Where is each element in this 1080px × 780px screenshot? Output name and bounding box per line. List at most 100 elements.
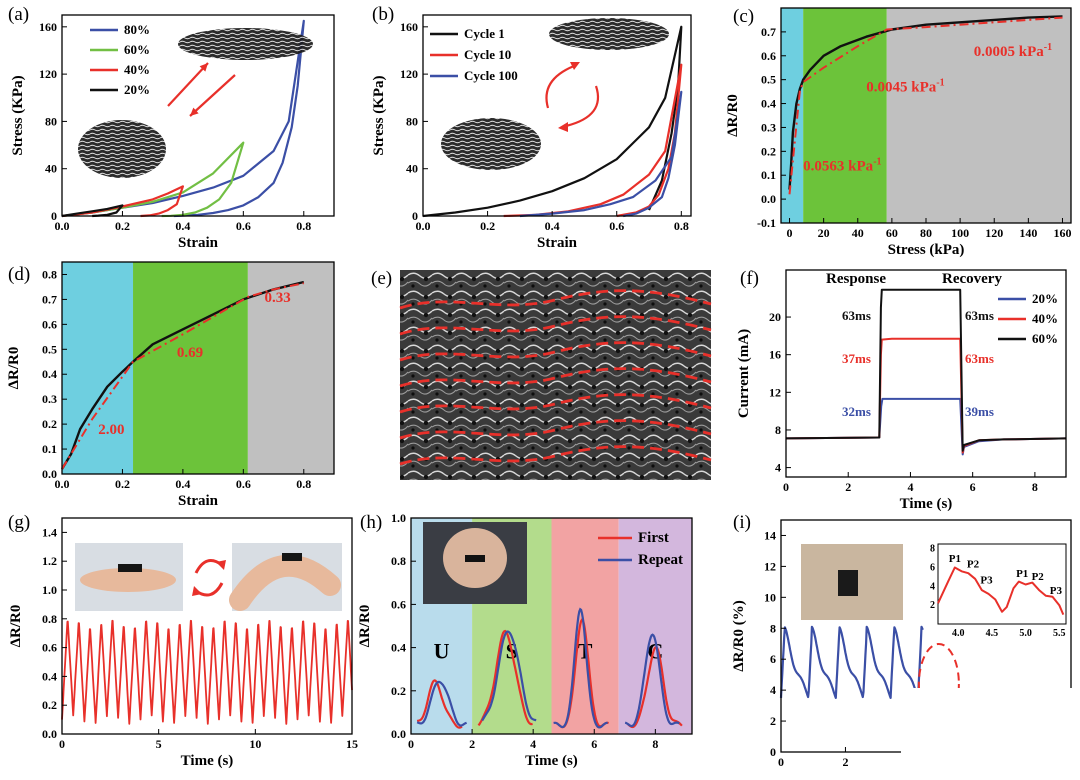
- plot-frame: [61, 517, 353, 735]
- x-tick-label: 100: [951, 226, 969, 240]
- series-fit: [61, 282, 305, 470]
- arc-down: [565, 85, 600, 128]
- x-tick-label: 2: [842, 755, 848, 769]
- x-tick-label: 120: [985, 226, 1003, 240]
- x-tick-label: 40: [852, 226, 864, 240]
- panel-label-g: (g): [8, 512, 30, 533]
- sample-body: [178, 28, 313, 60]
- region-0: [62, 262, 134, 474]
- y-axis-label: ΔR/R0 (%): [731, 600, 747, 671]
- relaxed-sample-icon: [78, 120, 166, 178]
- legend-entry: 80%: [124, 22, 150, 37]
- slope-sup: -1: [873, 156, 881, 167]
- peak-label-P1: P1: [949, 553, 961, 565]
- sensor: [838, 570, 858, 596]
- compress-arrow: [167, 62, 209, 107]
- peak-label-P2: P2: [1032, 571, 1045, 583]
- peak-label-P3: P3: [980, 575, 993, 587]
- sem-image: (e): [371, 268, 712, 480]
- finger: [80, 568, 176, 592]
- arrow-head: [190, 107, 199, 116]
- y-axis-label: Stress (KPa): [10, 75, 26, 155]
- y-tick-label: 0.1: [42, 442, 57, 456]
- series-20%: [785, 397, 1067, 456]
- x-tick-label: 8: [1032, 480, 1038, 494]
- x-tick-label: 60: [886, 226, 898, 240]
- y-tick-label: 0.4: [42, 669, 57, 683]
- y-tick-label: 16: [769, 348, 781, 362]
- y-tick-label: -0.1: [757, 216, 776, 230]
- legend-entry: 40%: [1032, 311, 1058, 326]
- series-80%: [61, 19, 305, 218]
- series-Repeat: [416, 607, 680, 729]
- time-label-1: 63ms: [965, 308, 994, 323]
- sem-texture: [400, 270, 711, 480]
- region-2: [886, 8, 1071, 223]
- y-tick-label: 160: [400, 20, 418, 34]
- series-First: [416, 618, 683, 729]
- y-tick-label: 80: [45, 114, 57, 128]
- plot-frame: [422, 14, 692, 217]
- slope-label-0: 2.00: [98, 422, 124, 438]
- layer-trace-2: [399, 341, 712, 362]
- series-Cycle 1: [422, 25, 683, 218]
- letter-U: U: [434, 638, 450, 663]
- arrow-shaft: [189, 74, 236, 117]
- y-tick-label: 120: [400, 67, 418, 81]
- x-tick-label: 0: [59, 737, 65, 751]
- plot-frame: [410, 517, 693, 735]
- y-tick-label: 0.7: [42, 292, 57, 306]
- series-pulse: [779, 625, 924, 699]
- neck-photo: [423, 522, 527, 604]
- y-tick-label: 0.1: [761, 168, 776, 182]
- arrow-head: [199, 63, 208, 72]
- axes-f: 0 2 4 6 8 4 8 12 16 20 Time (s) Current (mA) (f): [736, 268, 1067, 512]
- region-1: [133, 262, 248, 474]
- x-tick-label: 0.8: [296, 219, 311, 233]
- y-tick-label: 0.6: [42, 641, 57, 655]
- blank-corner: [901, 688, 1080, 780]
- x-axis-label: Stress (kPa): [888, 242, 965, 258]
- series-Cycle 100: [519, 90, 683, 218]
- x-tick-label: 0: [408, 737, 414, 751]
- y-tick-label: 0: [51, 209, 57, 223]
- arc-bottom-head: [192, 586, 202, 596]
- y-tick-label: 0.8: [42, 267, 57, 281]
- legend-entry: 20%: [124, 82, 150, 97]
- y-tick-label: 0.6: [42, 317, 57, 331]
- y-tick-label: 0: [412, 209, 418, 223]
- plot-frame: [61, 261, 335, 475]
- y-tick-label: 0.2: [42, 417, 57, 431]
- y-tick-label: 4: [770, 683, 776, 697]
- x-tick-label: 160: [1053, 226, 1071, 240]
- y-tick-label: 2: [770, 714, 776, 728]
- x-axis-label: Strain: [537, 235, 578, 251]
- y-axis-label: Current (mA): [736, 329, 752, 418]
- arc-top-head: [216, 560, 226, 570]
- axes-b: 0.0 0.2 0.4 0.6 0.8 0 40 80 120 160 Strain Stress (…: [371, 4, 692, 251]
- x-axis-label: Strain: [178, 235, 219, 251]
- legend-entry: First: [638, 530, 669, 546]
- arc-down-head: [558, 122, 568, 132]
- axes-c: 0 20 40 60 80 100 120 140 160 -0.1 0.0 0.1 0.2 0.3 0.4…: [725, 6, 1072, 258]
- inset-x-tick-label: 4.5: [986, 628, 999, 639]
- x-axis-label: Time (s): [181, 753, 234, 769]
- x-tick-label: 0.4: [545, 219, 560, 233]
- axes-a: 0.0 0.2 0.4 0.6 0.8 0 40 80 120 160 Strain Stress (…: [8, 4, 335, 251]
- x-tick-label: 6: [970, 480, 976, 494]
- layer-trace-6: [399, 445, 712, 466]
- sensor: [282, 553, 302, 561]
- legend-entry: Cycle 100: [464, 68, 518, 83]
- layer-trace-5: [399, 419, 712, 440]
- legend-entry: Repeat: [638, 552, 683, 568]
- response-header: Response: [826, 271, 886, 287]
- slope-label-1: 0.69: [177, 345, 203, 361]
- sample-body: [78, 120, 166, 178]
- x-tick-label: 0.8: [674, 219, 689, 233]
- x-tick-label: 0.2: [480, 219, 495, 233]
- region-1: [803, 8, 887, 223]
- x-tick-label: 0.4: [175, 477, 190, 491]
- inset-y-tick-label: 6: [930, 563, 935, 574]
- slope-label-2: 0.0005 kPa-1: [974, 42, 1052, 60]
- panel-label-d: (d): [8, 264, 30, 285]
